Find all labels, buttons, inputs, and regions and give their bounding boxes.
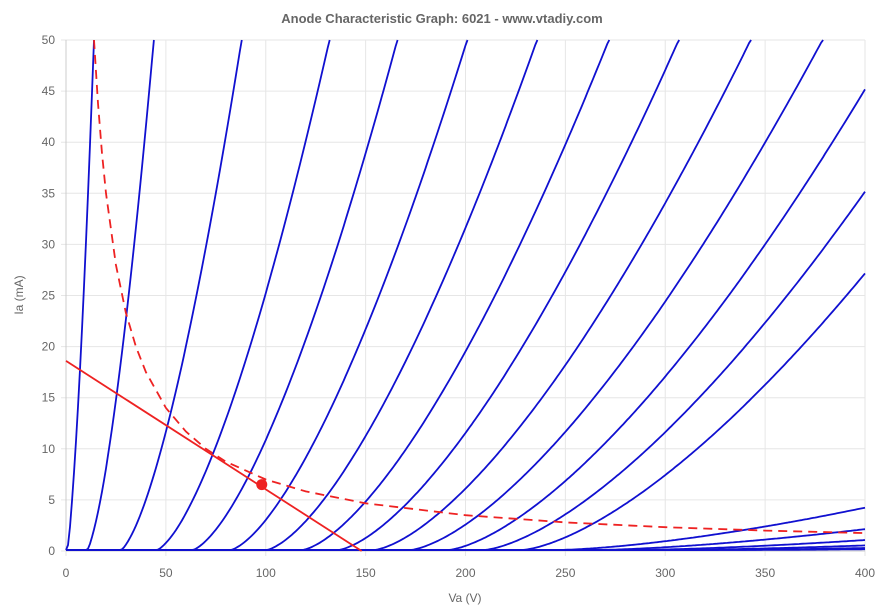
x-tick-label: 250 — [555, 566, 575, 580]
anode-curve — [66, 548, 865, 551]
y-tick-label: 0 — [48, 544, 55, 558]
y-tick-label: 45 — [42, 84, 56, 98]
overlays — [65, 39, 866, 552]
x-tick-label: 200 — [455, 566, 475, 580]
max-dissipation-curve — [93, 39, 866, 534]
grid — [61, 39, 866, 556]
y-tick-label: 5 — [48, 493, 55, 507]
y-tick-label: 25 — [42, 289, 56, 303]
axes: 0 50 100 150 200 250 300 350 400 0 5 10 15 20 25 30 35 40… — [42, 33, 876, 580]
y-tick-label: 15 — [42, 391, 56, 405]
x-axis-label: Va (V) — [448, 591, 481, 605]
anode-curves — [65, 39, 866, 551]
x-tick-label: 350 — [755, 566, 775, 580]
chart-title: Anode Characteristic Graph: 6021 - www.v… — [281, 11, 602, 26]
x-tick-label: 100 — [256, 566, 276, 580]
x-tick-label: 50 — [159, 566, 173, 580]
y-axis-label: Ia (mA) — [12, 275, 26, 314]
y-tick-label: 20 — [42, 340, 56, 354]
y-tick-label: 50 — [42, 33, 56, 47]
y-tick-label: 30 — [42, 237, 56, 251]
x-tick-label: 300 — [655, 566, 675, 580]
y-tick-label: 35 — [42, 186, 56, 200]
x-tick-label: 0 — [63, 566, 70, 580]
load-line — [65, 360, 363, 552]
y-tick-label: 10 — [42, 442, 56, 456]
x-tick-label: 400 — [855, 566, 875, 580]
y-tick-label: 40 — [42, 135, 56, 149]
operating-point[interactable] — [256, 479, 268, 491]
x-tick-label: 150 — [356, 566, 376, 580]
